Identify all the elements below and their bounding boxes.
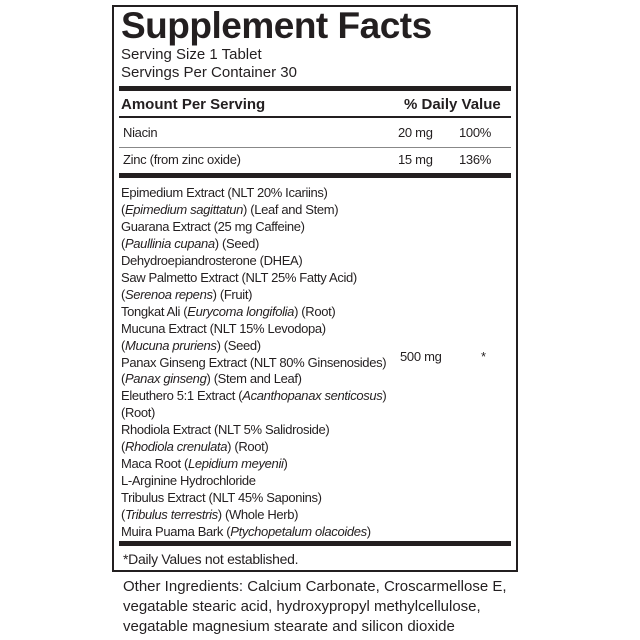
ingredient-text: (Root) <box>121 405 156 421</box>
botanical-name: Acanthopanax senticosus <box>242 388 383 404</box>
ingredient-line: (Serenoa repens) (Fruit) <box>121 287 386 304</box>
botanical-name: Mucuna pruriens <box>124 337 217 353</box>
thick-divider <box>119 173 511 178</box>
ingredient-text: Panax Ginseng Extract (NLT 80% Ginsenosi… <box>121 354 387 370</box>
botanical-name: Paullinia cupana <box>124 235 215 251</box>
ingredient-line: Rhodiola Extract (NLT 5% Salidroside) <box>121 422 386 439</box>
panel-title: Supplement Facts <box>121 5 432 46</box>
supplement-facts-panel: Supplement Facts Serving Size 1 Tablet S… <box>112 5 518 572</box>
ingredient-line: Saw Palmetto Extract (NLT 25% Fatty Acid… <box>121 270 386 287</box>
ingredient-text: ) <box>283 456 288 472</box>
botanical-name: Epimedium sagittatun <box>124 201 243 217</box>
ingredient-text: ) (Seed) <box>216 337 262 353</box>
ingredient-text: Tongkat Ali ( <box>121 303 188 319</box>
nutrient-amount: 15 mg <box>398 152 433 167</box>
ingredient-text: L-Arginine Hydrochloride <box>121 473 256 489</box>
ingredient-text: ) (Whole Herb) <box>217 507 299 523</box>
ingredient-text: ) (Root) <box>227 439 269 455</box>
servings-per-container: Servings Per Container 30 <box>121 64 297 81</box>
blend-dv: * <box>481 349 486 364</box>
ingredient-text: ( <box>121 439 125 455</box>
botanical-name: Ptychopetalum olacoides <box>230 524 367 540</box>
ingredient-text: ) <box>382 388 387 404</box>
other-ingredients-line: Other Ingredients: Calcium Carbonate, Cr… <box>123 578 507 595</box>
other-ingredients-line: vegatable stearic acid, hydroxypropyl me… <box>123 598 481 615</box>
thick-divider <box>119 541 511 546</box>
ingredient-text: Epimedium Extract (NLT 20% Icariins) <box>121 185 328 200</box>
ingredient-line: (Rhodiola crenulata) (Root) <box>121 439 386 456</box>
amount-per-serving-header: Amount Per Serving <box>121 96 266 113</box>
ingredient-text: ( <box>121 286 125 302</box>
ingredient-text: Eleuthero 5:1 Extract ( <box>121 388 243 404</box>
ingredient-line: (Mucuna pruriens) (Seed) <box>121 338 386 355</box>
botanical-name: Lepidium meyenii <box>187 456 284 472</box>
proprietary-blend-list: Epimedium Extract (NLT 20% Icariins) (Epi… <box>121 185 387 541</box>
nutrient-dv: 136% <box>459 152 492 167</box>
ingredient-text: ( <box>121 235 125 251</box>
botanical-name: Rhodiola crenulata <box>124 439 228 455</box>
daily-value-header: % Daily Value <box>404 96 501 113</box>
nutrient-dv: 100% <box>459 125 492 140</box>
ingredient-line: Maca Root (Lepidium meyenii) <box>121 456 386 473</box>
thick-divider <box>119 86 511 91</box>
ingredient-line: Tongkat Ali (Eurycoma longifolia) (Root) <box>121 304 386 321</box>
ingredient-text: ) (Leaf and Stem) <box>243 201 339 217</box>
ingredient-text: ) (Stem and Leaf) <box>206 371 302 387</box>
ingredient-text: ( <box>121 507 125 523</box>
ingredient-line: (Tribulus terrestris) (Whole Herb) <box>121 507 386 524</box>
ingredient-line: Panax Ginseng Extract (NLT 80% Ginsenosi… <box>121 354 387 372</box>
botanical-name: Tribulus terrestris <box>124 507 218 523</box>
ingredient-text: ) (Root) <box>294 303 336 319</box>
ingredient-line: Muira Puama Bark (Ptychopetalum olacoide… <box>121 524 386 541</box>
header-divider <box>119 116 511 118</box>
ingredient-text: ) (Seed) <box>214 235 260 251</box>
ingredient-line: Mucuna Extract (NLT 15% Levodopa) <box>121 321 386 338</box>
ingredient-line: Epimedium Extract (NLT 20% Icariins) <box>121 185 386 202</box>
nutrient-name: Zinc (from zinc oxide) <box>123 152 241 167</box>
ingredient-line: (Panax ginseng) (Stem and Leaf) <box>121 371 386 388</box>
blend-amount: 500 mg <box>400 349 442 364</box>
ingredient-line: L-Arginine Hydrochloride <box>121 473 386 490</box>
other-ingredients-line: vegatable magnesium stearate and silicon… <box>123 618 455 635</box>
footnote: *Daily Values not established. <box>123 551 299 567</box>
ingredient-line: (Epimedium sagittatun) (Leaf and Stem) <box>121 202 386 219</box>
ingredient-text: ( <box>121 371 125 387</box>
ingredient-text: Rhodiola Extract (NLT 5% Salidroside) <box>121 422 330 438</box>
ingredient-line: (Paullinia cupana) (Seed) <box>121 236 386 253</box>
other-ingredients: Other Ingredients: Calcium Carbonate, Cr… <box>123 577 507 637</box>
ingredient-text: Saw Palmetto Extract (NLT 25% Fatty Acid… <box>121 269 357 285</box>
ingredient-text: ( <box>121 201 125 217</box>
ingredient-text: Tribulus Extract (NLT 45% Saponins) <box>121 490 322 506</box>
botanical-name: Panax ginseng <box>124 371 207 387</box>
nutrient-amount: 20 mg <box>398 125 433 140</box>
ingredient-line: Tribulus Extract (NLT 45% Saponins) <box>121 490 386 507</box>
nutrient-name: Niacin <box>123 125 158 140</box>
ingredient-line: Guarana Extract (25 mg Caffeine) <box>121 219 386 236</box>
ingredient-text: ) <box>366 524 371 540</box>
botanical-name: Serenoa repens <box>124 286 213 302</box>
ingredient-text: Dehydroepiandrosterone (DHEA) <box>121 252 303 268</box>
ingredient-text: Mucuna Extract (NLT 15% Levodopa) <box>121 320 326 336</box>
row-divider <box>119 147 511 148</box>
ingredient-text: ) (Fruit) <box>212 286 253 302</box>
botanical-name: Eurycoma longifolia <box>187 303 295 319</box>
serving-size: Serving Size 1 Tablet <box>121 46 262 63</box>
ingredient-text: Maca Root ( <box>121 456 188 472</box>
ingredient-line: Eleuthero 5:1 Extract (Acanthopanax sent… <box>121 388 387 405</box>
ingredient-line: Dehydroepiandrosterone (DHEA) <box>121 253 386 270</box>
ingredient-text: Guarana Extract (25 mg Caffeine) <box>121 218 305 234</box>
ingredient-line: (Root) <box>121 405 386 422</box>
ingredient-text: Muira Puama Bark ( <box>121 524 231 540</box>
ingredient-text: ( <box>121 337 125 353</box>
